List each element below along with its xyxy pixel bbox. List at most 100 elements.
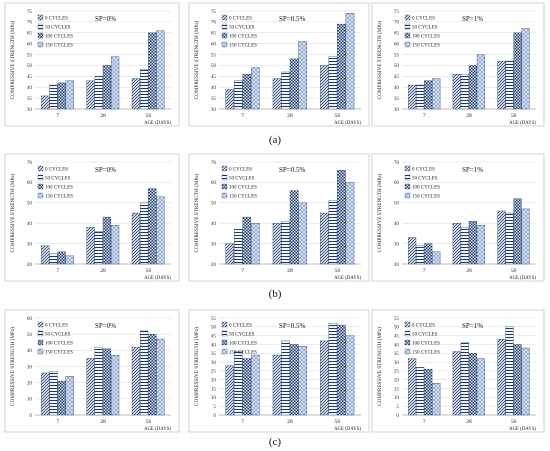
legend-label: 150 CYCLES bbox=[229, 351, 257, 356]
bar-100-cycles-day-28 bbox=[289, 58, 299, 110]
bar-50-cycles-day-7 bbox=[233, 80, 243, 110]
bar-0-cycles-day-56 bbox=[131, 346, 141, 416]
x-category-label: 7 bbox=[56, 113, 59, 119]
bar-150-cycles-day-7 bbox=[65, 376, 74, 416]
bar-100-cycles-day-28 bbox=[102, 348, 112, 416]
bar-100-cycles-day-56 bbox=[148, 32, 157, 110]
legend-swatch bbox=[404, 165, 411, 172]
x-category-label: 56 bbox=[146, 419, 152, 425]
legend-swatch bbox=[37, 330, 44, 337]
bar-50-cycles-day-7 bbox=[49, 253, 58, 265]
bar-0-cycles-day-28 bbox=[86, 358, 95, 416]
bar-50-cycles-day-7 bbox=[416, 84, 425, 110]
y-tick-label: 75 bbox=[27, 9, 33, 15]
y-tick-label: 55 bbox=[394, 52, 400, 58]
legend-swatch bbox=[37, 174, 44, 181]
y-tick-label: 50 bbox=[211, 63, 217, 69]
y-tick-label: 0 bbox=[213, 413, 216, 419]
legend-swatch bbox=[404, 321, 411, 328]
bar-50-cycles-day-7 bbox=[49, 84, 58, 110]
y-tick-label: 45 bbox=[394, 74, 400, 80]
y-tick-label: 25 bbox=[211, 369, 217, 375]
bar-0-cycles-day-28 bbox=[272, 78, 282, 110]
y-tick-label: 35 bbox=[27, 96, 33, 102]
bar-50-cycles-day-56 bbox=[505, 212, 514, 265]
bar-100-cycles-day-7 bbox=[242, 358, 252, 416]
legend-swatch bbox=[404, 32, 411, 39]
legend-label: 50 CYCLES bbox=[229, 177, 255, 182]
legend-swatch bbox=[404, 41, 411, 48]
legend-label: 0 CYCLES bbox=[45, 17, 68, 22]
y-tick-label: 60 bbox=[211, 41, 217, 47]
legend-label: 150 CYCLES bbox=[229, 195, 257, 200]
bar-100-cycles-day-28 bbox=[468, 220, 477, 265]
y-tick-label: 35 bbox=[211, 351, 217, 357]
y-tick-label: 20 bbox=[394, 378, 400, 384]
legend-label: 150 CYCLES bbox=[45, 195, 73, 200]
y-tick-label: 0 bbox=[29, 413, 32, 419]
y-tick-label: 30 bbox=[27, 364, 33, 370]
x-category-label: 56 bbox=[335, 113, 341, 119]
bar-100-cycles-day-56 bbox=[513, 32, 522, 110]
y-tick-label: 40 bbox=[27, 221, 33, 227]
y-tick-label: 15 bbox=[394, 386, 400, 392]
y-axis-label: COMPRESSIVE STRENGTH (MPa) bbox=[193, 173, 200, 252]
legend-swatch bbox=[404, 192, 411, 199]
x-category-label: 28 bbox=[287, 419, 293, 425]
y-tick-label: 50 bbox=[211, 325, 217, 331]
bar-50-cycles-day-56 bbox=[139, 202, 149, 265]
y-tick-label: 25 bbox=[394, 369, 400, 375]
y-tick-label: 65 bbox=[27, 31, 33, 37]
legend-label: 100 CYCLES bbox=[45, 342, 73, 347]
x-axis-label: AGE (DAYS) bbox=[144, 427, 171, 432]
y-tick-label: 5 bbox=[396, 404, 399, 410]
chart-title: SP=0.5% bbox=[279, 322, 305, 330]
chart-panel-9: 0 5 10 15 20 25 30 35 40 45 50 55 COMPRESSIVE STRENG… bbox=[371, 309, 545, 433]
y-tick-label: 70 bbox=[27, 20, 33, 26]
y-tick-label: 30 bbox=[211, 241, 217, 247]
y-tick-label: 50 bbox=[27, 201, 33, 207]
bar-0-cycles-day-56 bbox=[131, 212, 141, 265]
bar-150-cycles-day-56 bbox=[521, 208, 530, 265]
legend-label: 50 CYCLES bbox=[229, 333, 255, 338]
chart-title: SP=1% bbox=[462, 15, 483, 23]
x-axis-label: AGE (DAYS) bbox=[509, 121, 536, 126]
bar-100-cycles-day-7 bbox=[57, 251, 66, 265]
x-category-label: 28 bbox=[466, 113, 472, 119]
bar-0-cycles-day-7 bbox=[225, 243, 235, 265]
legend-label: 50 CYCLES bbox=[45, 333, 71, 338]
legend-label: 150 CYCLES bbox=[412, 351, 440, 356]
y-tick-label: 40 bbox=[394, 221, 400, 227]
bar-0-cycles-day-28 bbox=[452, 351, 461, 416]
y-tick-label: 40 bbox=[27, 85, 33, 91]
x-category-label: 7 bbox=[56, 419, 59, 425]
y-tick-label: 5 bbox=[213, 404, 216, 410]
y-tick-label: 40 bbox=[394, 85, 400, 91]
x-axis-label: AGE (DAYS) bbox=[509, 427, 536, 432]
legend-label: 0 CYCLES bbox=[412, 324, 435, 329]
bar-100-cycles-day-28 bbox=[468, 353, 477, 416]
y-tick-label: 30 bbox=[394, 241, 400, 247]
x-axis-label: AGE (DAYS) bbox=[334, 121, 361, 126]
legend-swatch bbox=[404, 14, 411, 21]
legend-swatch bbox=[37, 183, 44, 190]
bar-50-cycles-day-28 bbox=[460, 227, 469, 265]
bar-50-cycles-day-56 bbox=[328, 323, 338, 416]
legend-label: 100 CYCLES bbox=[229, 342, 257, 347]
bar-0-cycles-day-28 bbox=[272, 223, 282, 265]
y-tick-label: 35 bbox=[394, 351, 400, 357]
bar-50-cycles-day-28 bbox=[94, 346, 103, 416]
x-category-label: 7 bbox=[241, 268, 244, 274]
x-category-label: 7 bbox=[423, 268, 426, 274]
legend-swatch bbox=[37, 321, 44, 328]
bar-150-cycles-day-56 bbox=[345, 13, 355, 110]
bar-150-cycles-day-56 bbox=[521, 28, 530, 110]
x-axis-label: AGE (DAYS) bbox=[334, 276, 361, 281]
x-category-label: 56 bbox=[335, 268, 341, 274]
bar-100-cycles-day-28 bbox=[289, 344, 299, 416]
legend-swatch bbox=[404, 348, 411, 355]
bar-150-cycles-day-56 bbox=[156, 30, 165, 110]
legend-swatch bbox=[37, 192, 44, 199]
legend-label: 100 CYCLES bbox=[45, 35, 73, 40]
